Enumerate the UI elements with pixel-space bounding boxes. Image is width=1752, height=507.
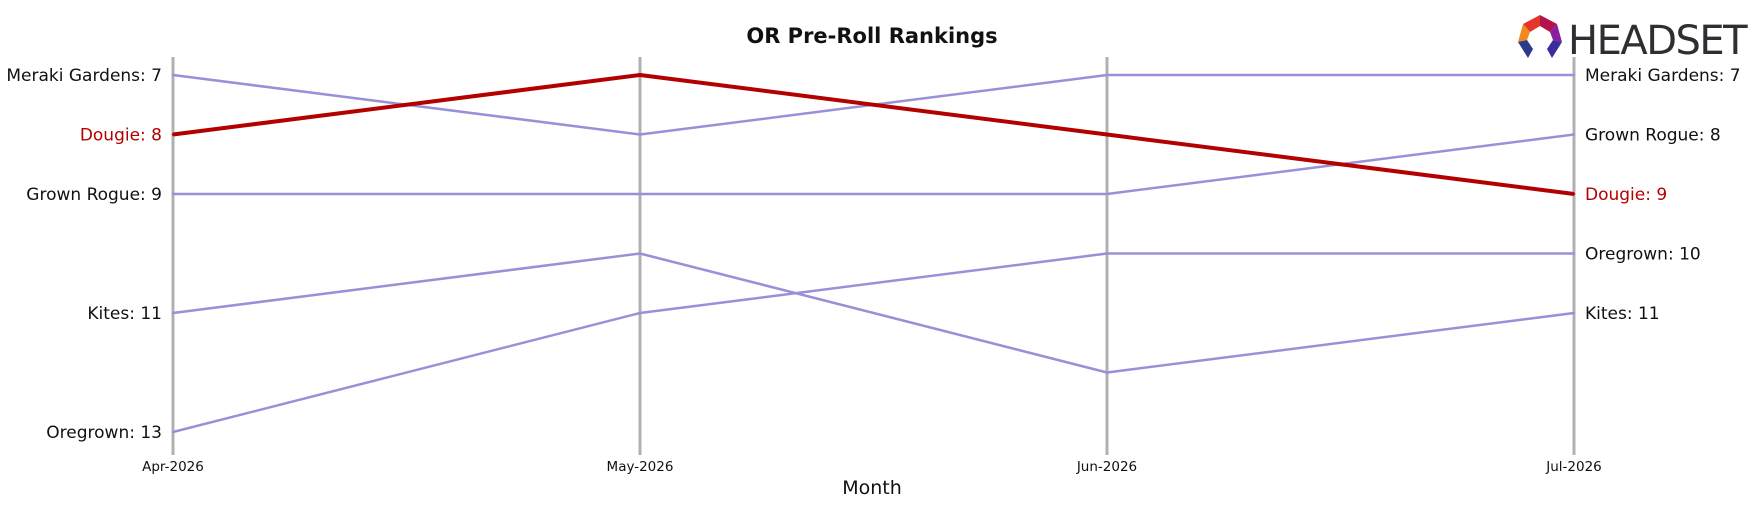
left-label-kites: Kites: 11: [87, 304, 162, 324]
headset-logo: HEADSET: [1518, 15, 1750, 64]
point-dougie-may-2026: [638, 73, 642, 77]
x-tick-apr-2026: Apr-2026: [142, 459, 204, 475]
point-meraki-gardens-apr-2026: [171, 73, 175, 77]
series-lines: [171, 73, 1576, 434]
x-tick-jun-2026: Jun-2026: [1076, 459, 1137, 475]
right-label-meraki-gardens: Meraki Gardens: 7: [1585, 66, 1741, 86]
point-dougie-jun-2026: [1105, 133, 1109, 136]
x-tick-jul-2026: Jul-2026: [1545, 459, 1602, 475]
point-meraki-gardens-may-2026: [638, 133, 642, 136]
point-grown-rogue-jun-2026: [1105, 192, 1109, 196]
right-labels: Meraki Gardens: 7 Grown Rogue: 8 Dougie: 9…: [1585, 66, 1741, 324]
headset-logo-text: HEADSET: [1568, 18, 1748, 64]
x-tick-labels: Apr-2026 May-2026 Jun-2026 Jul-2026: [142, 459, 1602, 475]
point-oregrown-apr-2026: [171, 430, 175, 434]
point-dougie-jul-2026: [1572, 192, 1576, 196]
right-label-dougie: Dougie: 9: [1585, 185, 1667, 205]
point-dougie-apr-2026: [171, 133, 175, 136]
month-axes: [171, 57, 1576, 455]
right-label-oregrown: Oregrown: 10: [1585, 245, 1701, 265]
right-label-kites: Kites: 11: [1585, 304, 1660, 324]
point-grown-rogue-jul-2026: [1572, 133, 1576, 136]
series-line-oregrown: [172, 252, 1574, 434]
x-tick-may-2026: May-2026: [607, 459, 674, 475]
left-label-dougie: Dougie: 8: [80, 126, 162, 146]
point-meraki-gardens-jul-2026: [1572, 73, 1576, 77]
point-oregrown-jun-2026: [1105, 252, 1109, 255]
point-kites-jun-2026: [1105, 371, 1109, 374]
point-meraki-gardens-jun-2026: [1105, 73, 1109, 77]
point-grown-rogue-apr-2026: [171, 192, 175, 196]
left-label-grown-rogue: Grown Rogue: 9: [26, 185, 162, 205]
chart-title: OR Pre-Roll Rankings: [746, 24, 997, 48]
point-oregrown-jul-2026: [1572, 252, 1576, 255]
point-kites-apr-2026: [171, 311, 175, 315]
x-axis-label: Month: [842, 477, 902, 499]
series-line-dougie: [172, 73, 1575, 196]
left-label-meraki-gardens: Meraki Gardens: 7: [6, 66, 162, 86]
point-grown-rogue-may-2026: [638, 192, 642, 196]
point-kites-may-2026: [638, 252, 642, 255]
left-labels: Meraki Gardens: 7 Dougie: 8 Grown Rogue: 9…: [6, 66, 162, 443]
series-line-kites: [172, 252, 1575, 374]
left-label-oregrown: Oregrown: 13: [46, 423, 162, 443]
headset-logo-icon: [1518, 15, 1562, 58]
point-kites-jul-2026: [1572, 311, 1576, 315]
right-label-grown-rogue: Grown Rogue: 8: [1585, 126, 1721, 146]
point-oregrown-may-2026: [638, 311, 642, 315]
series-line-grown-rogue: [173, 133, 1575, 196]
